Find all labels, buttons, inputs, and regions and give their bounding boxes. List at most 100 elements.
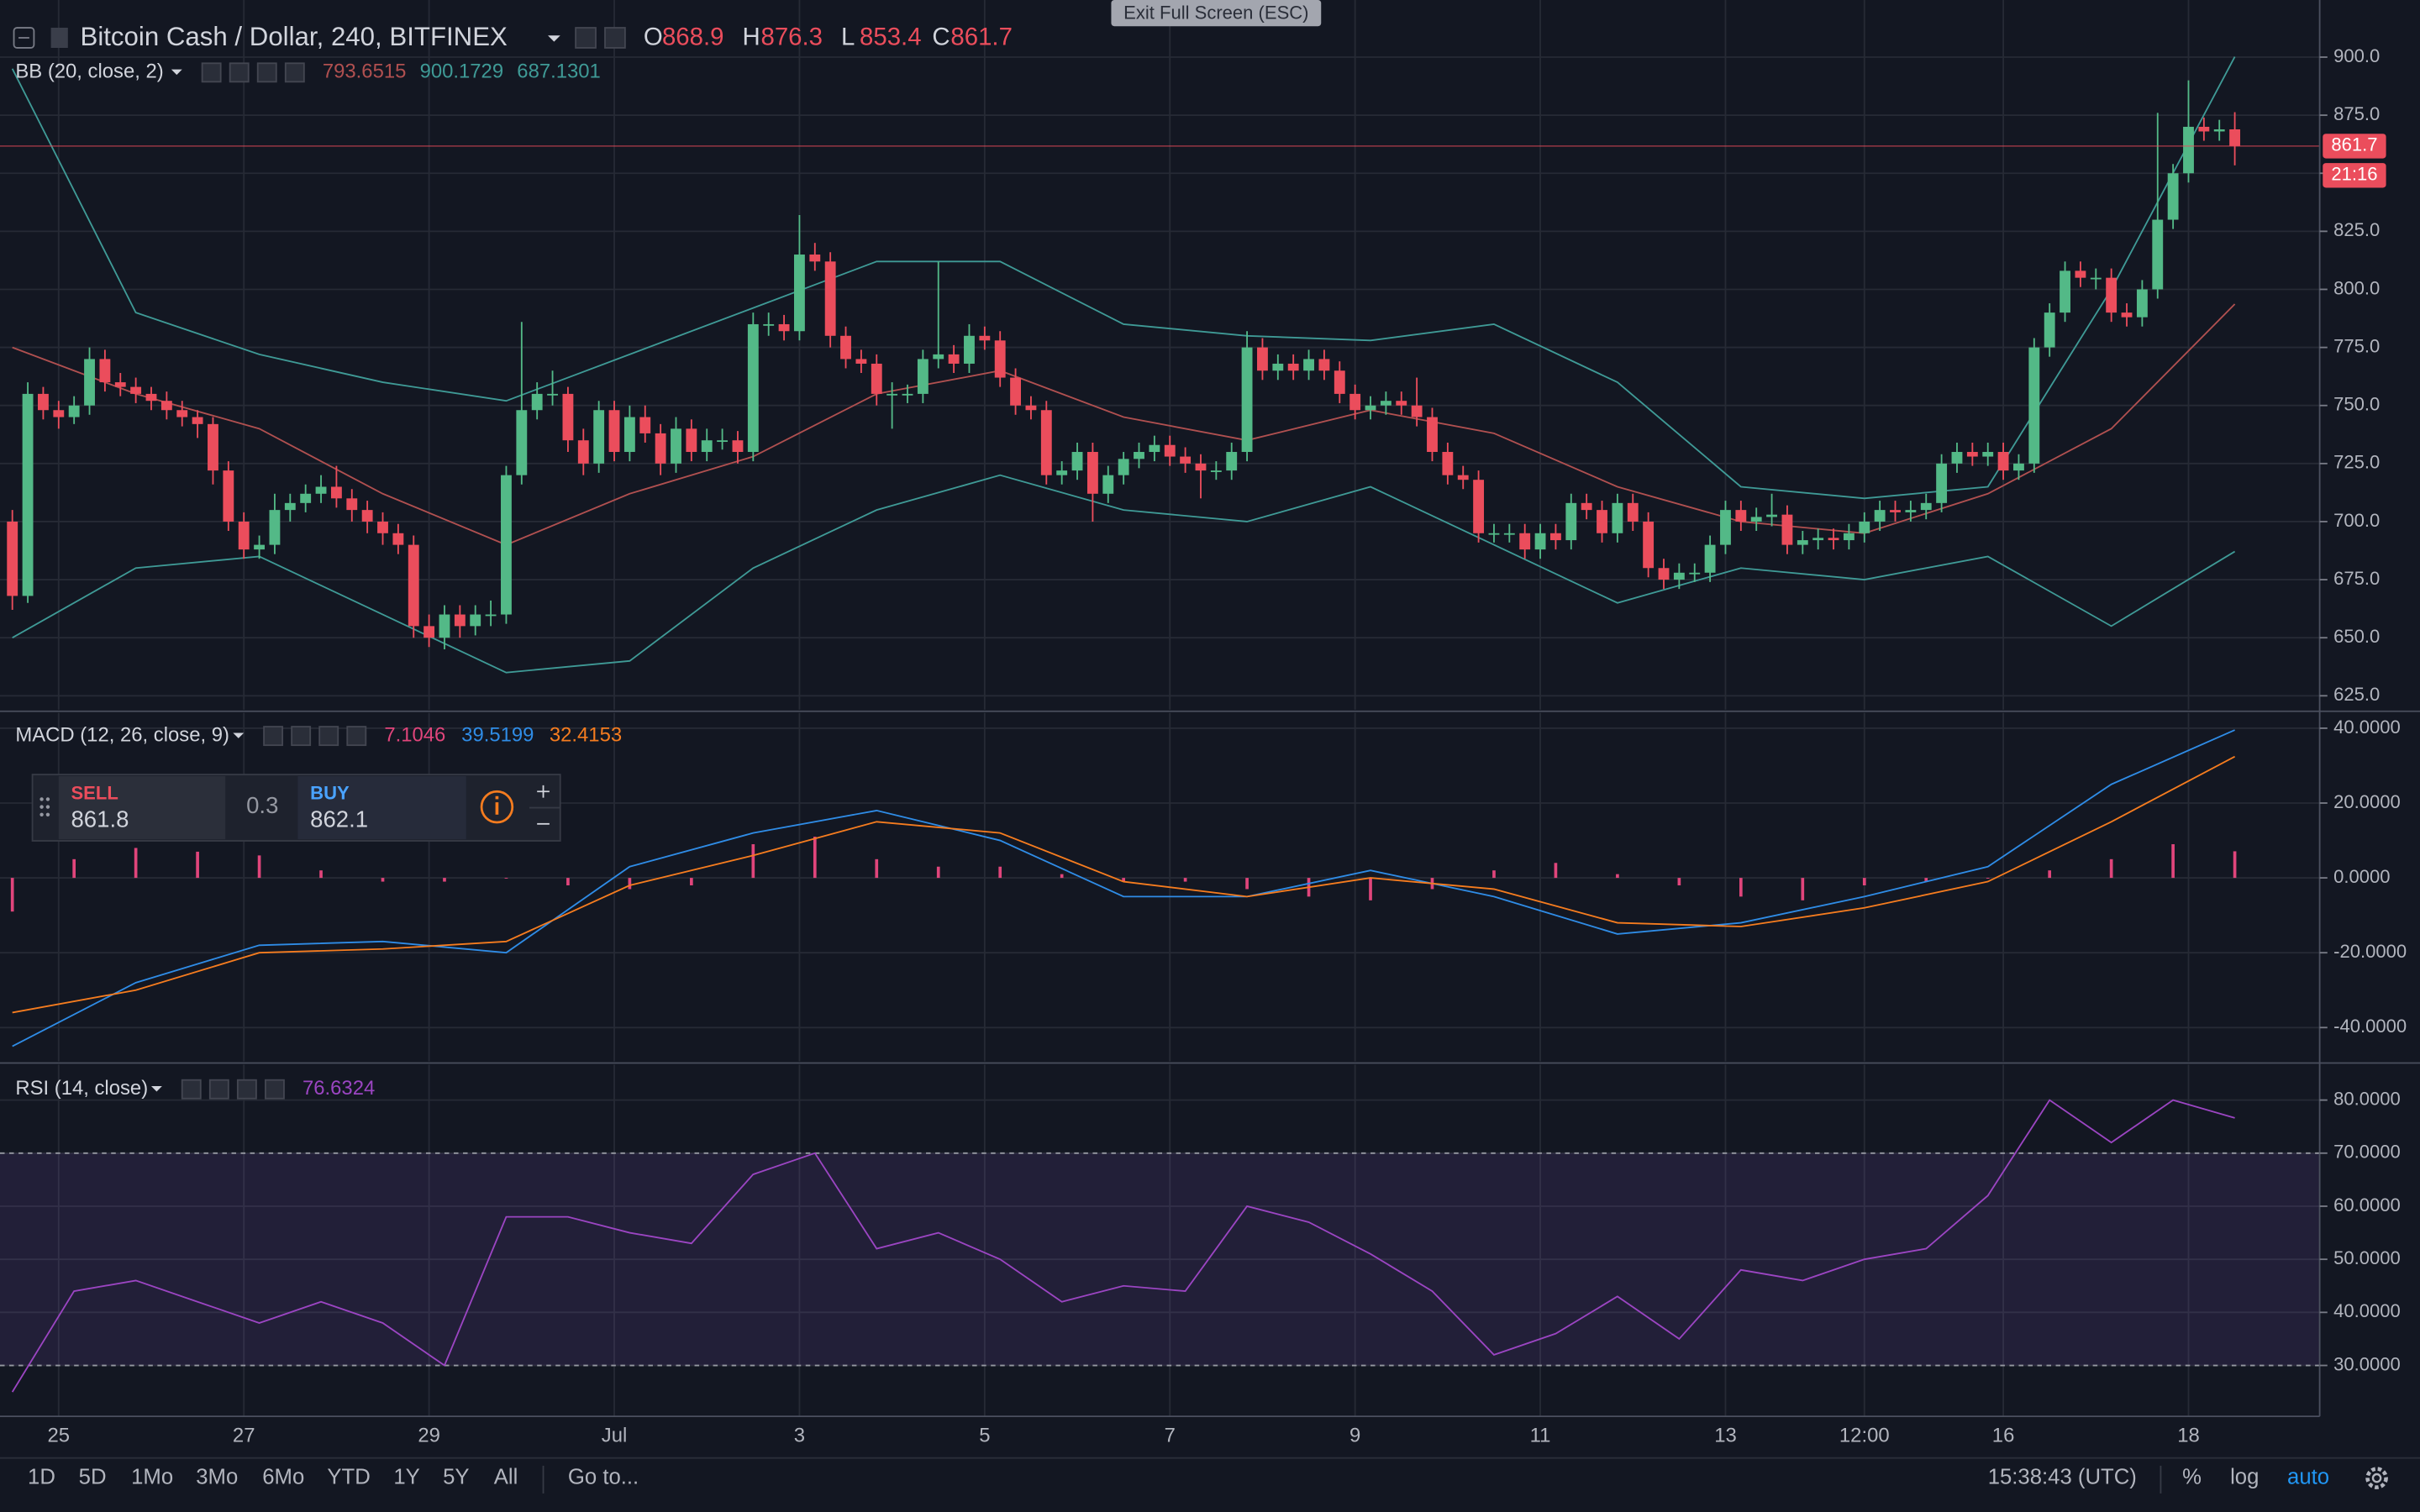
legend-value: 900.1729 — [420, 60, 504, 83]
settings-icon[interactable] — [2365, 1467, 2388, 1489]
icon[interactable] — [291, 726, 312, 747]
histogram-bar — [690, 878, 693, 886]
icon[interactable] — [263, 726, 284, 747]
candle-body — [377, 521, 388, 533]
range-button[interactable]: 1Y — [393, 1465, 419, 1488]
range-button[interactable]: 3Mo — [196, 1465, 238, 1488]
buy-button[interactable] — [297, 775, 466, 840]
histogram-bar — [1616, 874, 1619, 879]
histogram-bar — [443, 878, 446, 882]
candle-body — [933, 354, 944, 360]
candle-body — [38, 393, 49, 411]
dropdown[interactable] — [548, 35, 560, 42]
histogram-bar — [566, 878, 570, 886]
icon[interactable] — [236, 1079, 257, 1100]
legend-value: 7.1046 — [384, 723, 445, 746]
candle-body — [531, 393, 543, 411]
y-tick-label: -40.0000 — [2333, 1016, 2407, 1037]
indicator-line — [12, 755, 2236, 1014]
collapse-icon[interactable] — [13, 27, 35, 49]
increase[interactable] — [537, 785, 550, 798]
candle-body — [1766, 514, 1777, 517]
candle-body — [1411, 405, 1423, 417]
legend-value: 687.1301 — [517, 60, 601, 83]
y-tick-label: 675.0 — [2333, 568, 2380, 589]
icon[interactable] — [208, 1079, 229, 1100]
icon[interactable] — [265, 1079, 285, 1100]
candle-body — [392, 533, 404, 545]
candle-body — [1581, 502, 1592, 511]
range-button[interactable]: 5D — [79, 1465, 107, 1488]
range-button[interactable]: 1Mo — [131, 1465, 173, 1488]
range-button[interactable]: 5Y — [443, 1465, 469, 1488]
candle-body — [254, 544, 265, 550]
sell-button[interactable] — [58, 775, 226, 840]
scale-option[interactable]: auto — [2287, 1465, 2329, 1488]
icon[interactable] — [181, 1079, 202, 1100]
goto-button[interactable]: Go to... — [568, 1465, 639, 1488]
histogram-bar — [813, 837, 817, 879]
candle-body — [2075, 270, 2086, 278]
candle-body — [1890, 510, 1901, 512]
candle-body — [1318, 359, 1330, 371]
candle-body — [1704, 544, 1716, 573]
range-button[interactable]: 1D — [28, 1465, 55, 1488]
ohlc-label: O — [644, 24, 663, 51]
candle-body — [1534, 533, 1546, 550]
scale-option[interactable]: log — [2230, 1465, 2259, 1488]
candle-body — [1380, 401, 1392, 406]
indicator-title: MACD (12, 26, close, 9) — [15, 723, 229, 746]
candle-body — [1920, 502, 1932, 511]
y-tick-label: 700.0 — [2333, 510, 2380, 531]
candle-body — [671, 428, 681, 464]
candle-body — [361, 510, 373, 522]
candle-body — [424, 626, 435, 638]
icon[interactable] — [284, 62, 305, 83]
y-tick-label: 725.0 — [2333, 452, 2380, 473]
candle-body — [778, 323, 790, 332]
drag-handle[interactable] — [39, 797, 50, 816]
tooltip-text: Exit Full Screen (ESC) — [1123, 2, 1308, 23]
icon[interactable] — [256, 62, 277, 83]
legend-value: 76.6324 — [302, 1077, 375, 1100]
candle-body — [1040, 410, 1052, 475]
candle-body — [330, 486, 342, 499]
buy-label: BUY — [310, 783, 350, 804]
dropdown[interactable] — [151, 1086, 162, 1092]
ohlc-value: 861.7 — [950, 24, 1013, 51]
candle-body — [871, 363, 882, 394]
candle-body — [994, 340, 1006, 378]
range-button[interactable]: 6Mo — [262, 1465, 304, 1488]
icon[interactable] — [346, 726, 367, 747]
info-icon — [495, 802, 499, 815]
icon[interactable] — [229, 62, 250, 83]
histogram-bar — [1245, 878, 1249, 890]
dropdown[interactable] — [233, 732, 245, 738]
candle-body — [1750, 517, 1762, 522]
candle-body — [315, 486, 327, 494]
histogram-bar — [72, 858, 76, 879]
range-button[interactable]: YTD — [327, 1465, 370, 1488]
range-button[interactable]: All — [494, 1465, 518, 1488]
candle-body — [1349, 393, 1361, 411]
icon[interactable] — [575, 27, 597, 49]
scale-option[interactable]: % — [2182, 1465, 2202, 1488]
candle-body — [2028, 347, 2040, 464]
histogram-bar — [1369, 878, 1372, 900]
ohlc-label: L — [841, 24, 855, 51]
icon[interactable] — [318, 726, 339, 747]
y-tick-label: 60.0000 — [2333, 1194, 2401, 1215]
legend-value: 32.4153 — [550, 723, 622, 746]
histogram-bar — [504, 878, 508, 879]
candle-body — [1643, 521, 1655, 569]
candle-body — [1241, 347, 1253, 453]
y-tick-label: 40.0000 — [2333, 717, 2401, 738]
icon[interactable] — [604, 27, 626, 49]
candle-body — [485, 614, 497, 617]
candle-body — [2060, 270, 2070, 313]
icon[interactable] — [201, 62, 222, 83]
y-tick-label: 20.0000 — [2333, 791, 2401, 812]
candle-body — [717, 440, 729, 443]
dropdown[interactable] — [171, 69, 182, 76]
info-icon[interactable] — [480, 790, 514, 824]
